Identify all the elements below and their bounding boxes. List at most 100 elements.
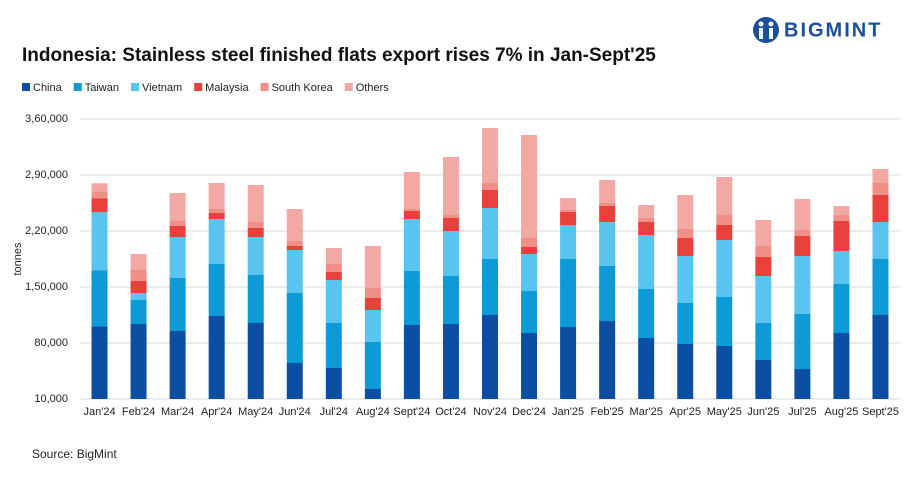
bar-segment xyxy=(130,270,147,281)
bar-segment xyxy=(91,212,108,271)
bar-segment xyxy=(403,219,420,271)
bar-segment xyxy=(833,221,850,251)
x-tick-label: Mar'25 xyxy=(630,406,663,418)
x-tick-label: Jun'24 xyxy=(279,406,311,418)
source: Source: BigMint xyxy=(32,447,117,461)
x-tick-label: Dec'24 xyxy=(512,406,546,418)
brand: BIGMINT xyxy=(784,19,882,41)
bar-segment xyxy=(521,291,538,333)
x-tick-label: Oct'24 xyxy=(435,406,466,418)
bar-segment xyxy=(755,246,772,257)
bar-segment xyxy=(442,218,459,231)
bar-segment xyxy=(794,256,811,314)
bar-segment xyxy=(247,323,264,399)
bar-segment xyxy=(794,199,811,230)
bar-segment xyxy=(716,240,733,297)
bar-segment xyxy=(560,198,577,210)
bar-segment xyxy=(286,209,303,241)
bar-segment xyxy=(638,218,655,222)
bar-segment xyxy=(91,326,108,399)
x-tick-label: Jan'24 xyxy=(83,406,115,418)
bar-segment xyxy=(560,212,577,225)
y-axis-label: tonnes xyxy=(12,242,24,276)
bar-segment xyxy=(442,215,459,218)
bar-segment xyxy=(130,324,147,399)
legend-swatch xyxy=(194,83,203,91)
bar-segment xyxy=(364,288,381,298)
bar-segment xyxy=(833,333,850,399)
bar-segment xyxy=(286,293,303,363)
bar-segment xyxy=(403,271,420,325)
bar-segment xyxy=(560,327,577,399)
bar-segment xyxy=(872,169,889,183)
logo-icon xyxy=(753,17,779,43)
bar-segment xyxy=(286,250,303,293)
bar-segment xyxy=(638,338,655,399)
legend-label: Malaysia xyxy=(205,82,249,94)
bar-segment xyxy=(325,264,342,272)
bar-segment xyxy=(169,237,186,278)
bar-segment xyxy=(677,195,694,229)
bar-segment xyxy=(208,316,225,399)
legend-swatch xyxy=(260,83,269,91)
x-tick-label: Apr'24 xyxy=(201,406,232,418)
bar-segment xyxy=(833,215,850,221)
bar-segment xyxy=(325,280,342,323)
bar-segment xyxy=(794,369,811,399)
x-tick-label: May'25 xyxy=(707,406,742,418)
bar-segment xyxy=(325,272,342,280)
bar-segment xyxy=(247,228,264,237)
bar-segment xyxy=(286,363,303,399)
bar-segment xyxy=(208,209,225,213)
bar-segment xyxy=(638,205,655,218)
bar-segment xyxy=(91,198,108,213)
bar-segment xyxy=(794,236,811,256)
bar-segment xyxy=(521,247,538,254)
bar-segment xyxy=(872,195,889,222)
bar-segment xyxy=(442,231,459,276)
bar-segment xyxy=(638,235,655,289)
x-tick-label: Aug'24 xyxy=(356,406,390,418)
bar-segment xyxy=(208,264,225,316)
bar-segment xyxy=(91,270,108,327)
bar-segment xyxy=(794,314,811,369)
bar-segment xyxy=(169,226,186,237)
bar-segment xyxy=(364,298,381,310)
legend-swatch xyxy=(131,83,139,91)
x-tick-label: Mar'24 xyxy=(161,406,194,418)
bar-segment xyxy=(403,209,420,211)
bar-segment xyxy=(521,254,538,291)
bar-segment xyxy=(169,193,186,221)
y-tick-label: 2,90,000 xyxy=(25,169,68,181)
bar-segment xyxy=(482,259,498,315)
bar-segment xyxy=(716,297,733,346)
bar-segment xyxy=(442,276,459,324)
bar-segment xyxy=(599,321,616,399)
bar-segment xyxy=(599,180,616,203)
bar-segment xyxy=(872,315,889,399)
bar-segment xyxy=(247,237,264,275)
bar-segment xyxy=(755,257,772,276)
bar-segment xyxy=(872,222,889,259)
bar-segment xyxy=(286,241,303,246)
y-tick-label: 1,50,000 xyxy=(25,281,68,293)
bar-segment xyxy=(755,276,772,323)
bar-segment xyxy=(794,230,811,236)
y-tick-label: 80,000 xyxy=(34,337,68,349)
bar-segment xyxy=(208,219,225,264)
bar-segment xyxy=(482,183,498,190)
bar-segment xyxy=(716,225,733,240)
legend-label: Taiwan xyxy=(85,82,119,94)
legend-swatch xyxy=(22,83,30,91)
bar-segment xyxy=(364,246,381,288)
bar-segment xyxy=(208,213,225,219)
bar-segment xyxy=(442,157,459,215)
y-tick-label: 10,000 xyxy=(34,393,68,405)
bar-segment xyxy=(872,259,889,315)
bar-segment xyxy=(833,251,850,284)
bar-segment xyxy=(677,303,694,344)
legend-label: Vietnam xyxy=(142,82,182,94)
bar-segment xyxy=(442,324,459,399)
legend-swatch xyxy=(344,83,353,91)
